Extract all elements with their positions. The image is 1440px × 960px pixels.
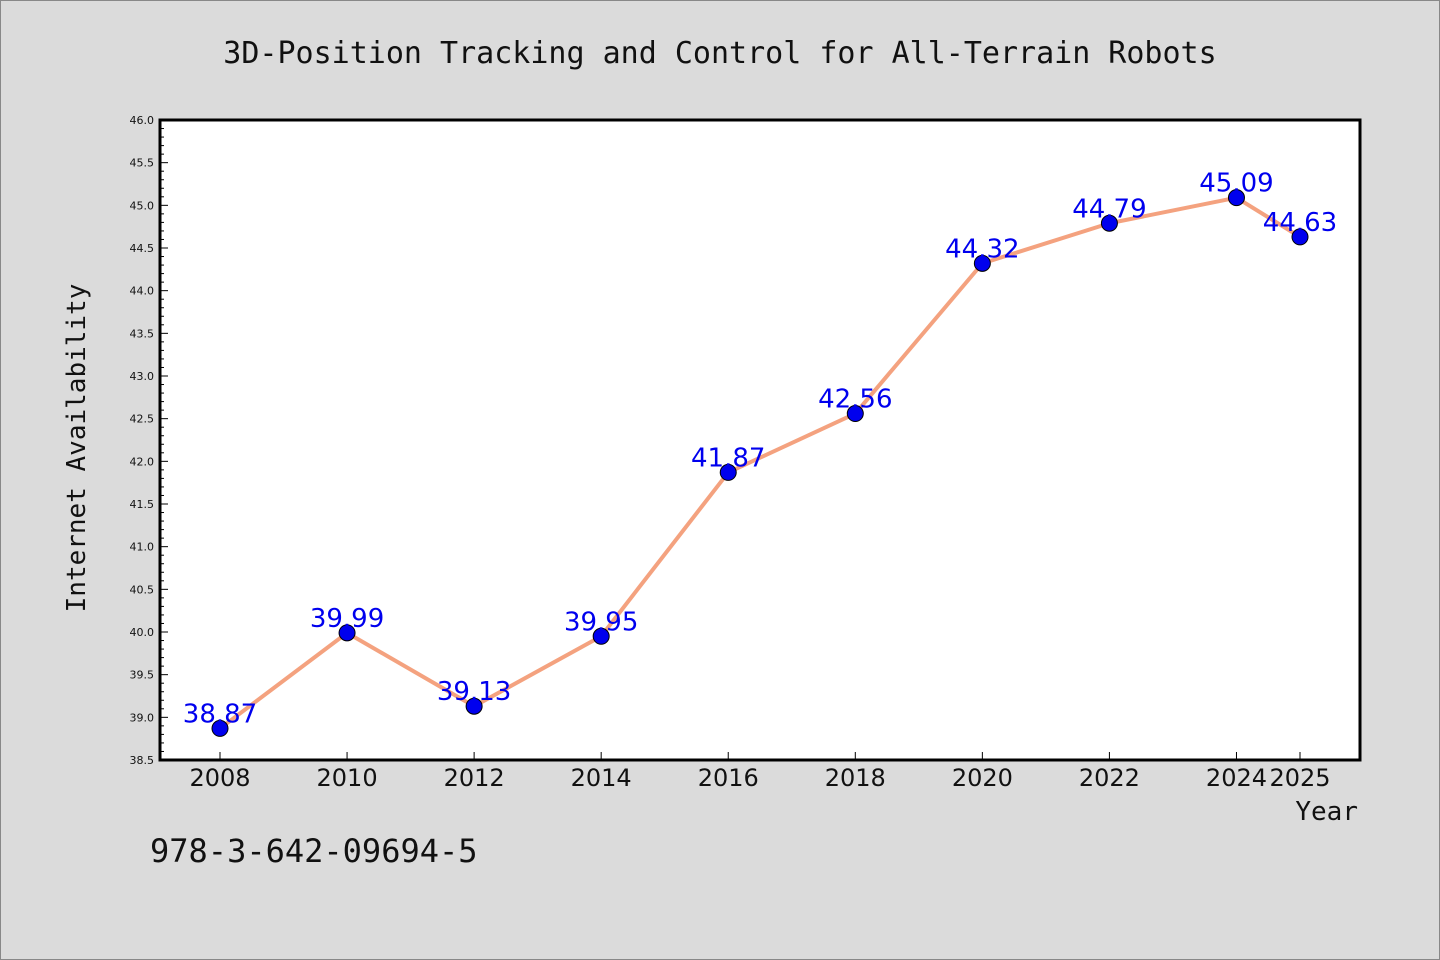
data-label: 44.79 [1072,194,1146,224]
y-tick-label: 44.0 [130,285,155,298]
data-labels: 38.87 39.99 39.13 39.95 41.87 42.56 44.32 44.79… [183,169,1337,730]
plot-area [160,120,1360,760]
data-label: 39.95 [564,607,638,637]
y-axis-label: Internet Availability [62,284,92,613]
data-point [846,405,864,423]
x-tick-label: 2022 [1079,764,1140,792]
y-tick-label: 41.0 [130,541,155,554]
x-tick-label: 2008 [189,764,250,792]
x-tick-label: 2018 [825,764,886,792]
y-tick-label: 43.5 [130,327,155,340]
y-tick-label: 38.5 [130,754,155,767]
series-line-group [211,189,1309,737]
data-point [1291,228,1309,246]
y-tick-label: 45.0 [130,199,155,212]
data-point [973,254,991,272]
y-tick-label: 43.0 [130,370,155,383]
x-tick-label: 2024 [1206,764,1267,792]
x-tick-label: 2025 [1269,764,1330,792]
data-label: 41.87 [691,443,765,473]
data-label: 44.63 [1263,208,1337,238]
data-label: 42.56 [818,385,892,415]
y-tick-label: 42.5 [130,413,155,426]
y-tick-label: 39.0 [130,711,155,724]
isbn-text: 978-3-642-09694-5 [150,832,478,870]
data-label: 39.99 [310,604,384,634]
y-tick-label: 40.0 [130,626,155,639]
data-label: 45.09 [1199,169,1273,199]
plot-frame [158,118,1362,762]
x-tick-label: 2012 [444,764,505,792]
data-label: 44.32 [945,234,1019,264]
x-axis: 2008 2010 2012 2014 2016 2018 2020 2022 2024 2025 [189,752,1331,792]
data-point [1227,189,1245,207]
chart-title: 3D-Position Tracking and Control for All… [223,36,1216,71]
data-point [465,697,483,715]
y-tick-label: 42.0 [130,455,155,468]
data-point [1100,214,1118,232]
series-line [218,195,1302,731]
y-tick-label: 41.5 [130,498,155,511]
data-point [338,624,356,642]
x-tick-label: 2016 [698,764,759,792]
x-tick-label: 2020 [952,764,1013,792]
y-tick-label: 39.5 [130,669,155,682]
x-tick-label: 2014 [571,764,632,792]
y-tick-label: 45.5 [130,157,155,170]
data-point [592,627,610,645]
y-tick-label: 44.5 [130,242,155,255]
data-label: 39.13 [437,677,511,707]
data-point [211,719,229,737]
x-tick-label: 2010 [317,764,378,792]
data-point [719,463,737,481]
y-tick-label: 46.0 [130,114,155,127]
y-axis: 38.5 39.0 39.5 40.0 40.5 41.0 41.5 42.0 42.5 43.0… [130,114,168,767]
y-tick-label: 40.5 [130,583,155,596]
x-axis-label: Year [1295,797,1358,827]
data-label: 38.87 [183,699,257,729]
